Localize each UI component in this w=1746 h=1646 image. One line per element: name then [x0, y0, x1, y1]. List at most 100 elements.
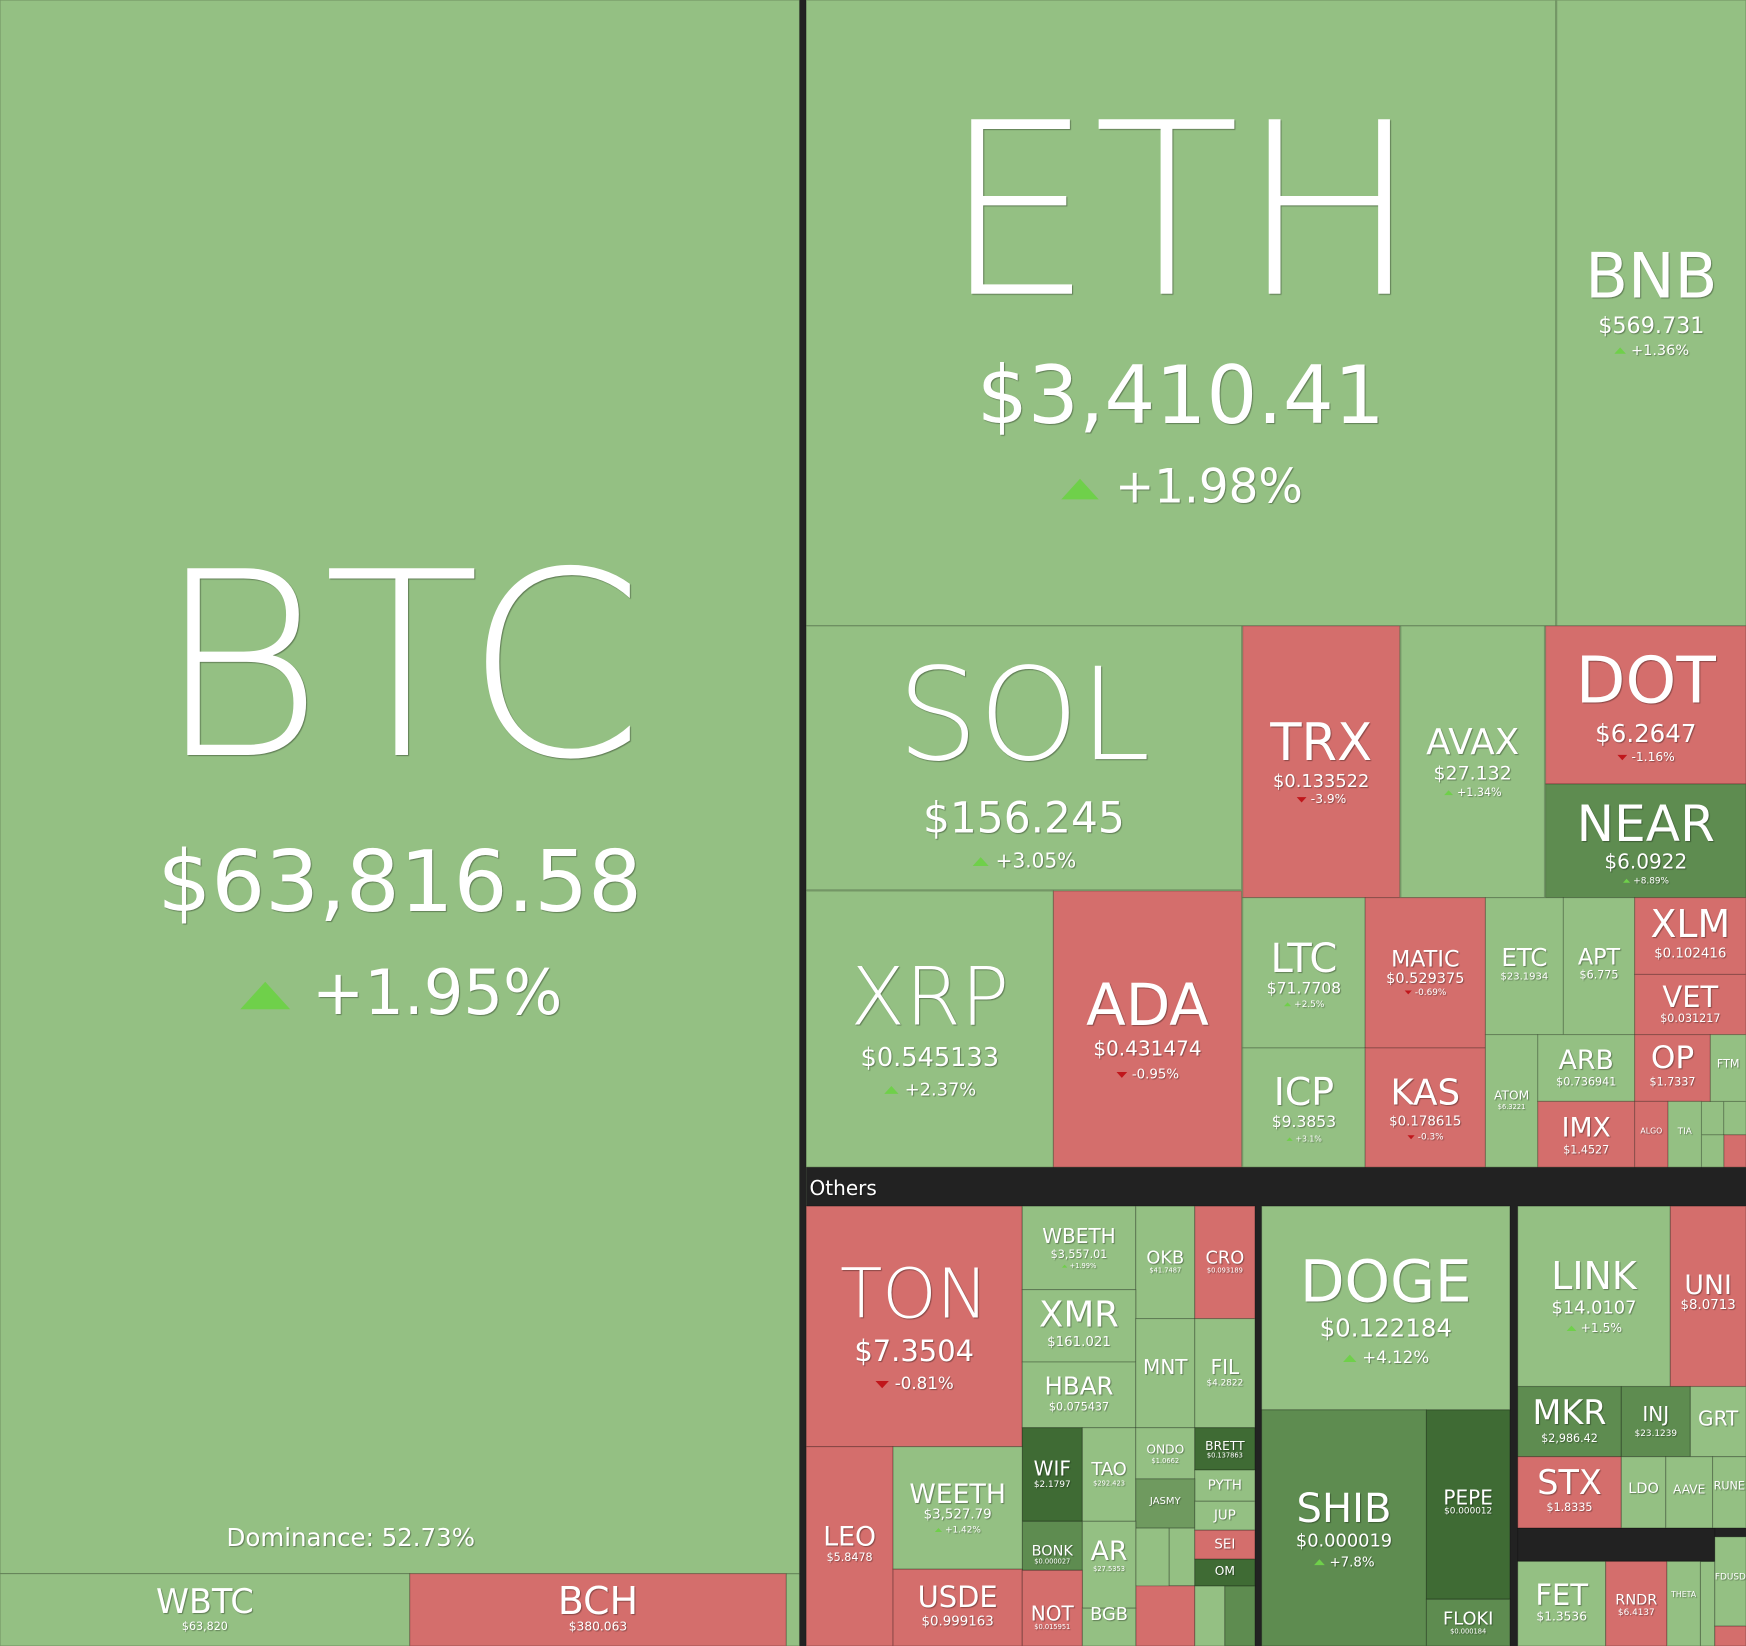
coin-price: $380.063 — [569, 1620, 627, 1634]
coin-tile[interactable]: PEPE$0.000012 — [1425, 1409, 1511, 1600]
tile — [0, 1573, 411, 1646]
coin-tile[interactable]: MKR$2,986.42 — [1517, 1385, 1622, 1458]
coin-tile[interactable]: SOL$156.245 +3.05% — [805, 625, 1243, 891]
coin-tile[interactable]: WBETH$3,557.01+1.99% — [1021, 1205, 1137, 1291]
coin-tile[interactable]: TIA — [1667, 1100, 1703, 1168]
coin-tile[interactable]: ETH$3,410.41 +1.98% — [805, 0, 1557, 627]
coin-tile[interactable]: ARB$0.736941 — [1537, 1034, 1636, 1102]
coin-tile[interactable]: LDO — [1620, 1456, 1667, 1529]
coin-tile[interactable]: MNT — [1135, 1318, 1196, 1429]
coin-tile[interactable]: IMX$1.4527 — [1537, 1100, 1636, 1168]
tile — [1400, 625, 1546, 899]
coin-tile[interactable]: CRO$0.093189 — [1194, 1205, 1256, 1320]
coin-tile[interactable]: FLOKI$0.000184 — [1425, 1598, 1511, 1646]
coin-tile[interactable]: BRETT$0.137863 — [1194, 1427, 1256, 1471]
coin-tile[interactable]: FDUSD — [1714, 1536, 1746, 1627]
coin-symbol: FIL — [1211, 1355, 1240, 1379]
coin-tile[interactable]: KAS$0.178615 -0.3% — [1364, 1047, 1486, 1168]
coin-symbol: USDE — [918, 1580, 998, 1614]
coin-tile[interactable]: USDE$0.999163 — [892, 1568, 1023, 1646]
coin-tile[interactable]: ATOM$6.3221 — [1484, 1034, 1539, 1168]
coin-price: $0.000012 — [1444, 1507, 1492, 1517]
coin-tile[interactable]: WEETH$3,527.79 +1.42% — [892, 1446, 1023, 1570]
coin-tile[interactable]: LINK$14.0107 +1.5% — [1517, 1205, 1671, 1388]
coin-tile[interactable]: TRX$0.133522-3.9% — [1242, 625, 1401, 899]
coin-tile[interactable]: LEO$5.8478 — [805, 1446, 894, 1646]
coin-tile[interactable]: TON$7.3504 -0.81% — [805, 1205, 1023, 1448]
tile — [805, 890, 1054, 1168]
coin-tile[interactable]: NOT$0.015951 — [1021, 1569, 1083, 1646]
coin-tile[interactable]: ICP$9.3853 +3.1% — [1242, 1047, 1366, 1168]
coin-price: $2.1797 — [1034, 1480, 1071, 1490]
coin-tile[interactable]: BTC $63,816.58 +1.95% — [0, 0, 801, 1575]
coin-tile[interactable]: SEI — [1194, 1529, 1256, 1560]
coin-tile[interactable]: BCH$380.063 — [409, 1573, 787, 1646]
coin-tile[interactable]: SHIB$0.000019 +7.8% — [1261, 1409, 1427, 1646]
coin-tile[interactable]: ETC$23.1934 — [1484, 897, 1564, 1036]
coin-tile[interactable]: PYTH — [1194, 1469, 1256, 1502]
coin-tile[interactable]: OKB$41.7487 — [1135, 1205, 1196, 1320]
coin-tile[interactable]: THETA — [1666, 1560, 1701, 1646]
coin-change: +4.12% — [1362, 1347, 1429, 1367]
coin-tile[interactable]: UNI$8.0713 — [1669, 1205, 1746, 1388]
coin-symbol: WBTC — [156, 1582, 254, 1621]
coin-tile[interactable]: ADA$0.431474 -0.95% — [1052, 890, 1243, 1168]
coin-price: $0.093189 — [1207, 1267, 1243, 1275]
coin-tile[interactable]: XMR$161.021 — [1021, 1289, 1137, 1363]
tile — [1620, 1456, 1667, 1529]
coin-change: -1.16% — [1631, 750, 1674, 764]
coin-change: +8.89% — [1633, 876, 1669, 886]
coin-tile[interactable]: OM — [1194, 1558, 1256, 1587]
coin-tile[interactable]: TAO$292.423 — [1081, 1427, 1137, 1522]
coin-tile[interactable]: FET$1.3536 — [1517, 1560, 1607, 1646]
coin-symbol: OKB — [1146, 1247, 1184, 1268]
coin-tile[interactable]: GRT — [1689, 1385, 1746, 1458]
coin-tile[interactable]: XRP$0.545133 +2.37% — [805, 890, 1054, 1168]
coin-tile[interactable]: DOGE$0.122184 +4.12% — [1261, 1205, 1511, 1411]
tile — [892, 1568, 1023, 1646]
coin-symbol: TON — [840, 1255, 988, 1335]
coin-tile[interactable]: ALGO — [1634, 1100, 1669, 1168]
coin-symbol: OP — [1651, 1040, 1694, 1076]
coin-price: $6.0922 — [1604, 850, 1687, 874]
coin-tile[interactable]: HBAR$0.075437 — [1021, 1361, 1137, 1429]
coin-tile[interactable]: STX$1.8335 — [1517, 1456, 1622, 1529]
coin-tile[interactable]: RUNE — [1712, 1456, 1746, 1529]
coin-symbol: OM — [1215, 1564, 1235, 1578]
coin-price: $23.1239 — [1635, 1429, 1678, 1439]
coin-tile[interactable]: JUP — [1194, 1500, 1256, 1531]
coin-tile[interactable]: NEAR$6.0922 +8.89% — [1545, 783, 1746, 899]
coin-tile[interactable]: AVAX$27.132 +1.34% — [1400, 625, 1546, 899]
coin-tile[interactable]: WBTC$63,820 — [0, 1573, 411, 1646]
coin-tile[interactable]: LTC$71.7708 +2.5% — [1242, 897, 1366, 1049]
coin-tile[interactable]: ONDO$1.0662 — [1135, 1427, 1196, 1480]
tile — [1194, 1585, 1226, 1646]
coin-tile[interactable]: OP$1.7337 — [1634, 1034, 1711, 1102]
coin-tile[interactable]: INJ $23.1239 — [1620, 1385, 1691, 1458]
tile — [805, 1446, 894, 1646]
coin-tile[interactable]: RNDR$6.4137 — [1605, 1560, 1668, 1646]
coin-tile[interactable]: DOT$6.2647 -1.16% — [1545, 625, 1746, 785]
coin-tile[interactable]: BNB$569.731 +1.36% — [1556, 0, 1746, 627]
coin-tile[interactable]: AR$27.5353 — [1081, 1520, 1137, 1609]
coin-tile[interactable]: BONK$0.000027 — [1021, 1520, 1083, 1571]
coin-price: $0.529375 — [1386, 971, 1464, 987]
tile — [1689, 1385, 1746, 1458]
coin-tile[interactable]: JASMY — [1135, 1478, 1196, 1529]
coin-tile[interactable]: FIL$4.2822 — [1194, 1318, 1256, 1429]
coin-symbol: APT — [1578, 944, 1621, 970]
coin-tile[interactable]: MATIC$0.529375-0.69% — [1364, 897, 1486, 1049]
coin-tile[interactable]: WIF$2.1797 — [1021, 1427, 1083, 1522]
tile — [1081, 1607, 1137, 1646]
coin-tile[interactable]: XLM$0.102416 — [1634, 897, 1746, 976]
coin-symbol: MATIC — [1391, 946, 1459, 972]
coin-tile[interactable]: AAVE — [1665, 1456, 1714, 1529]
coin-tile[interactable]: VET$0.031217 — [1634, 973, 1746, 1036]
tile — [1052, 890, 1243, 1168]
coin-tile[interactable]: BGB — [1081, 1604, 1137, 1646]
coin-price: $27.5353 — [1093, 1565, 1125, 1573]
coin-symbol: RNDR — [1615, 1592, 1657, 1608]
tile — [1669, 1205, 1746, 1388]
coin-tile[interactable]: FTM — [1709, 1034, 1746, 1102]
coin-tile[interactable]: APT$6.775 — [1562, 897, 1636, 1036]
